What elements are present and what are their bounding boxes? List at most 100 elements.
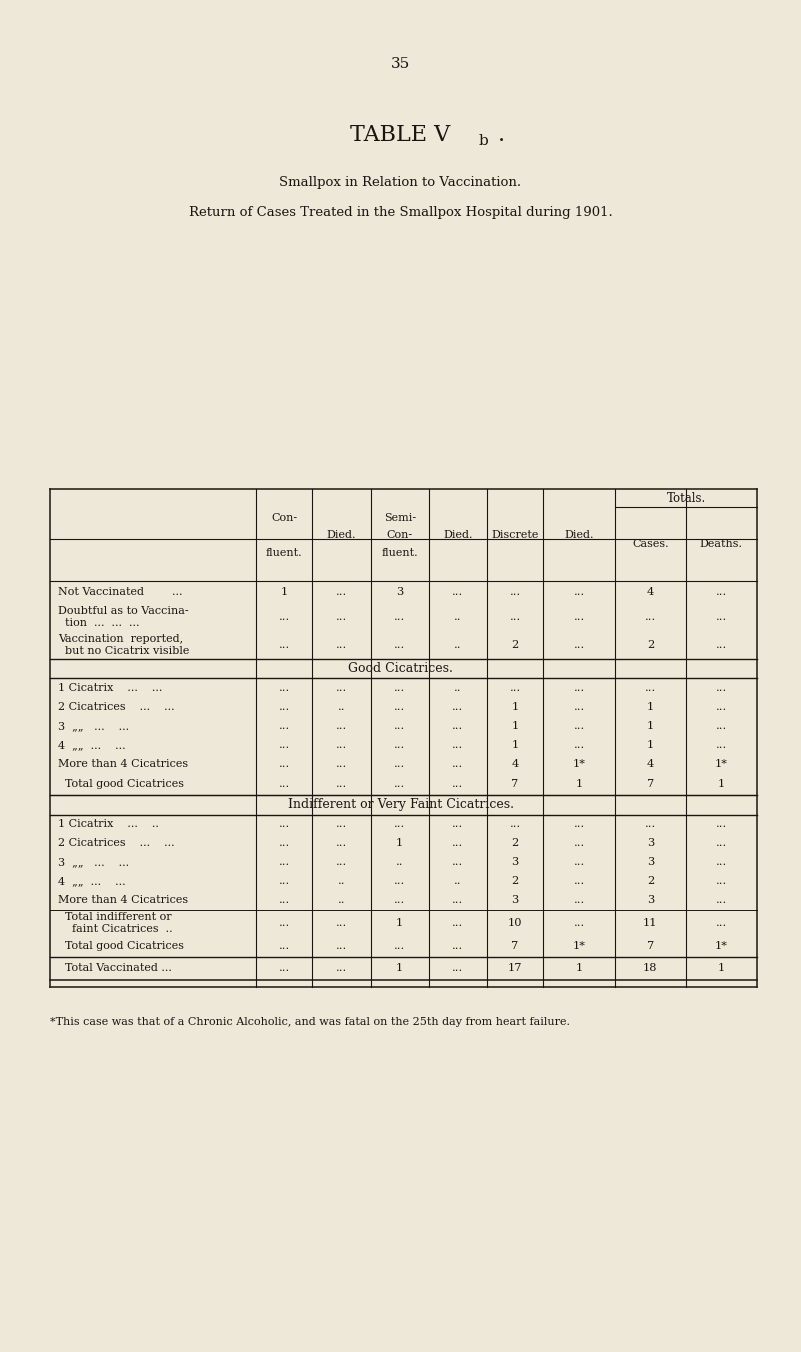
Text: ...: ... [279, 964, 290, 973]
Text: ...: ... [452, 758, 464, 769]
Text: .: . [498, 124, 505, 146]
Text: ..: .. [454, 639, 461, 650]
Text: ...: ... [336, 740, 348, 750]
Text: ...: ... [715, 702, 727, 711]
Text: 1: 1 [511, 702, 519, 711]
Text: Died.: Died. [327, 530, 356, 541]
Text: ...: ... [336, 587, 348, 598]
Text: Smallpox in Relation to Vaccination.: Smallpox in Relation to Vaccination. [280, 176, 521, 189]
Text: Indifferent or Very Faint Cicatrices.: Indifferent or Very Faint Cicatrices. [288, 799, 513, 811]
Text: 1: 1 [718, 964, 725, 973]
Text: Doubtful as to Vaccina-: Doubtful as to Vaccina- [58, 606, 188, 617]
Text: ...: ... [574, 683, 585, 692]
Text: Total indifferent or: Total indifferent or [58, 913, 171, 922]
Text: 3: 3 [396, 587, 404, 598]
Text: faint Cicatrices  ..: faint Cicatrices .. [58, 923, 172, 934]
Text: ...: ... [394, 780, 405, 790]
Text: TABLE V: TABLE V [350, 124, 451, 146]
Text: 1: 1 [280, 587, 288, 598]
Text: ...: ... [715, 838, 727, 848]
Text: ...: ... [452, 740, 464, 750]
Text: 1 Cicatrix    ...    ...: 1 Cicatrix ... ... [58, 683, 162, 692]
Text: ...: ... [715, 639, 727, 650]
Text: ...: ... [452, 819, 464, 829]
Text: ...: ... [394, 876, 405, 886]
Text: 1: 1 [511, 721, 519, 731]
Text: ...: ... [279, 758, 290, 769]
Text: ...: ... [336, 721, 348, 731]
Text: 7: 7 [511, 780, 519, 790]
Text: 1: 1 [396, 918, 404, 927]
Text: ...: ... [279, 683, 290, 692]
Text: ..: .. [338, 895, 345, 906]
Text: 3: 3 [646, 838, 654, 848]
Text: ...: ... [279, 876, 290, 886]
Text: 1*: 1* [573, 758, 586, 769]
Text: ..: .. [338, 876, 345, 886]
Text: Totals.: Totals. [666, 492, 706, 504]
Text: ...: ... [336, 838, 348, 848]
Text: ...: ... [336, 857, 348, 867]
Text: 4: 4 [511, 758, 519, 769]
Text: 3  „„   ...    ...: 3 „„ ... ... [58, 857, 129, 867]
Text: ...: ... [336, 780, 348, 790]
Text: ...: ... [279, 857, 290, 867]
Text: ...: ... [715, 876, 727, 886]
Text: ...: ... [715, 895, 727, 906]
Text: 10: 10 [508, 918, 522, 927]
Text: ...: ... [279, 819, 290, 829]
Text: ...: ... [715, 612, 727, 622]
Text: Deaths.: Deaths. [700, 539, 743, 549]
Text: ...: ... [715, 918, 727, 927]
Text: fluent.: fluent. [266, 548, 303, 558]
Text: ...: ... [394, 702, 405, 711]
Text: 1*: 1* [573, 941, 586, 952]
Text: but no Cicatrix visible: but no Cicatrix visible [58, 646, 189, 656]
Text: ...: ... [452, 587, 464, 598]
Text: ...: ... [336, 758, 348, 769]
Text: ...: ... [509, 612, 521, 622]
Text: 4: 4 [646, 587, 654, 598]
Text: ...: ... [509, 587, 521, 598]
Text: Return of Cases Treated in the Smallpox Hospital during 1901.: Return of Cases Treated in the Smallpox … [188, 206, 613, 219]
Text: 1*: 1* [714, 758, 728, 769]
Text: ...: ... [452, 895, 464, 906]
Text: ...: ... [336, 918, 348, 927]
Text: ...: ... [394, 721, 405, 731]
Text: 3: 3 [511, 895, 519, 906]
Text: 2 Cicatrices    ...    ...: 2 Cicatrices ... ... [58, 702, 175, 711]
Text: Not Vaccinated        ...: Not Vaccinated ... [58, 587, 182, 598]
Text: ...: ... [279, 838, 290, 848]
Text: ...: ... [279, 740, 290, 750]
Text: ...: ... [279, 721, 290, 731]
Text: ...: ... [509, 819, 521, 829]
Text: ...: ... [279, 895, 290, 906]
Text: 2: 2 [646, 639, 654, 650]
Text: Con-: Con- [272, 512, 297, 523]
Text: ...: ... [394, 683, 405, 692]
Text: ...: ... [574, 918, 585, 927]
Text: 2: 2 [511, 838, 519, 848]
Text: ...: ... [394, 819, 405, 829]
Text: ...: ... [574, 587, 585, 598]
Text: Total good Cicatrices: Total good Cicatrices [58, 780, 183, 790]
Text: ...: ... [452, 918, 464, 927]
Text: 1*: 1* [714, 941, 728, 952]
Text: ...: ... [452, 838, 464, 848]
Text: 1: 1 [396, 964, 404, 973]
Text: 1: 1 [646, 740, 654, 750]
Text: ...: ... [279, 918, 290, 927]
Text: ...: ... [645, 819, 656, 829]
Text: 1: 1 [575, 964, 583, 973]
Text: ...: ... [574, 702, 585, 711]
Text: 3: 3 [646, 857, 654, 867]
Text: *This case was that of a Chronic Alcoholic, and was fatal on the 25th day from h: *This case was that of a Chronic Alcohol… [50, 1017, 570, 1026]
Text: 1: 1 [396, 838, 404, 848]
Text: 1: 1 [718, 780, 725, 790]
Text: More than 4 Cicatrices: More than 4 Cicatrices [58, 895, 187, 906]
Text: ...: ... [279, 612, 290, 622]
Text: ...: ... [394, 895, 405, 906]
Text: ...: ... [645, 683, 656, 692]
Text: 1 Cicatrix    ...    ..: 1 Cicatrix ... .. [58, 819, 159, 829]
Text: ...: ... [279, 941, 290, 952]
